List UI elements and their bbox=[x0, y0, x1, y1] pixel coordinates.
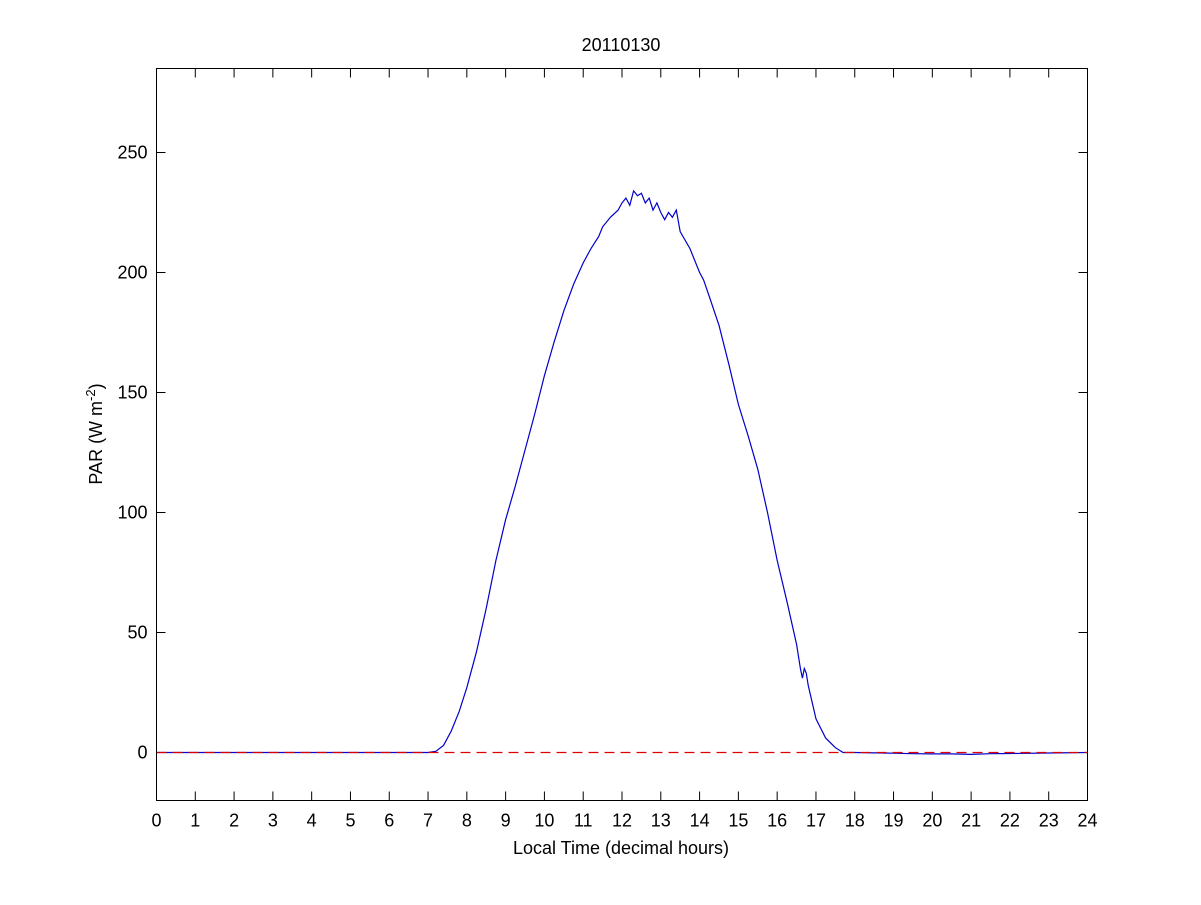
y-tick-label: 50 bbox=[127, 623, 147, 643]
x-tick-label: 23 bbox=[1039, 811, 1059, 831]
x-tick-label: 3 bbox=[268, 811, 278, 831]
x-tick-label: 12 bbox=[612, 811, 632, 831]
x-tick-label: 5 bbox=[345, 811, 355, 831]
y-tick-label: 0 bbox=[137, 743, 147, 763]
x-axis-label: Local Time (decimal hours) bbox=[513, 838, 729, 858]
x-tick-label: 18 bbox=[845, 811, 865, 831]
y-axis-label-sup: -2 bbox=[83, 389, 98, 401]
y-tick-label: 150 bbox=[117, 383, 147, 403]
x-tick-label: 8 bbox=[462, 811, 472, 831]
x-tick-label: 4 bbox=[307, 811, 317, 831]
x-tick-label: 24 bbox=[1077, 811, 1097, 831]
plot-area-frame bbox=[156, 68, 1088, 801]
y-axis-label-main: PAR (W m bbox=[86, 401, 106, 485]
x-tick-label: 17 bbox=[806, 811, 826, 831]
y-tick-label: 100 bbox=[117, 503, 147, 523]
x-tick-label: 0 bbox=[151, 811, 161, 831]
x-tick-label: 14 bbox=[690, 811, 710, 831]
x-tick-label: 6 bbox=[384, 811, 394, 831]
x-tick-label: 21 bbox=[961, 811, 981, 831]
x-tick-label: 9 bbox=[501, 811, 511, 831]
x-tick-label: 11 bbox=[574, 811, 593, 831]
x-tick-label: 1 bbox=[190, 811, 200, 831]
x-tick-label: 13 bbox=[651, 811, 671, 831]
chart-title: 20110130 bbox=[582, 35, 661, 55]
x-tick-label: 7 bbox=[423, 811, 433, 831]
y-axis-label: PAR (W m-2) bbox=[83, 383, 106, 484]
x-tick-label: 19 bbox=[884, 811, 904, 831]
x-tick-label: 10 bbox=[534, 811, 554, 831]
y-tick-label: 250 bbox=[117, 143, 147, 163]
x-tick-label: 22 bbox=[1000, 811, 1020, 831]
x-tick-label: 20 bbox=[922, 811, 942, 831]
x-tick-label: 16 bbox=[767, 811, 787, 831]
x-tick-label: 15 bbox=[728, 811, 748, 831]
x-tick-label: 2 bbox=[229, 811, 239, 831]
par-series-line bbox=[156, 189, 1088, 756]
y-tick-label: 200 bbox=[117, 263, 147, 283]
y-axis-label-close: ) bbox=[86, 383, 106, 389]
